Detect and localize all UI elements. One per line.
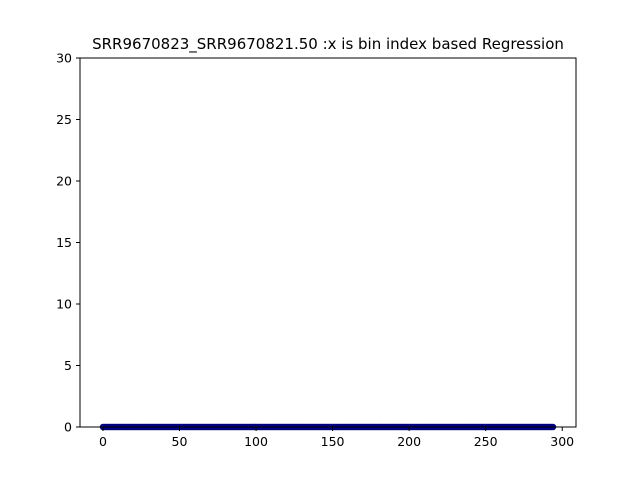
y-tick-label: 0 (64, 420, 72, 435)
y-tick-label: 10 (56, 297, 72, 312)
y-tick-label: 15 (56, 235, 72, 250)
x-tick-label: 50 (172, 434, 188, 449)
x-tick-label: 200 (397, 434, 421, 449)
ticks-layer: 0 50 100 150 200 250 300 0 5 10 15 20 25 30 (56, 51, 574, 450)
x-tick-label: 300 (550, 434, 574, 449)
plot-frame (79, 57, 577, 428)
y-tick-label: 30 (56, 51, 72, 66)
chart-title: SRR9670823_SRR9670821.50 :x is bin index… (92, 35, 564, 54)
x-tick-label: 150 (321, 434, 345, 449)
y-tick-label: 5 (64, 358, 72, 373)
x-tick-label: 250 (474, 434, 498, 449)
x-tick-label: 100 (244, 434, 268, 449)
y-tick-label: 25 (56, 112, 72, 127)
y-tick-label: 20 (56, 174, 72, 189)
x-tick-label: 0 (99, 434, 107, 449)
